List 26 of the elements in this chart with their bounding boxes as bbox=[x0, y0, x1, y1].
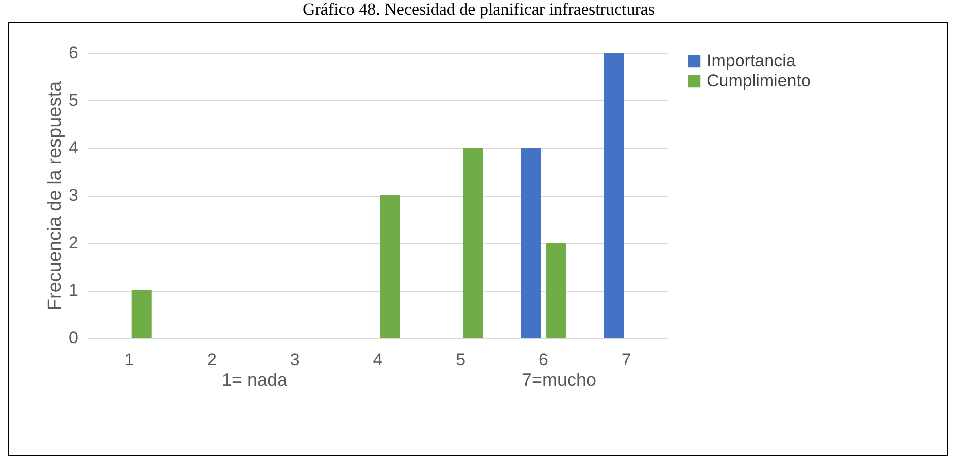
legend-label: Importancia bbox=[707, 52, 796, 70]
x-tick-label: 3 bbox=[290, 350, 300, 370]
bar bbox=[604, 53, 624, 338]
y-axis-title: Frecuencia de la respuesta bbox=[45, 80, 66, 311]
y-tick-label: 4 bbox=[69, 138, 78, 158]
bar bbox=[132, 290, 152, 338]
x-tick-label: 1 bbox=[124, 350, 134, 370]
y-tick-label: 0 bbox=[69, 328, 78, 348]
text: 7=mucho bbox=[522, 370, 597, 391]
y-tick-label: 1 bbox=[69, 281, 78, 300]
x-tick-label: 5 bbox=[456, 350, 466, 370]
x-tick-label: 2 bbox=[208, 350, 218, 370]
bar bbox=[463, 148, 484, 338]
bar bbox=[380, 196, 400, 338]
x-tick-label: 4 bbox=[373, 350, 383, 370]
y-tick-label: 6 bbox=[69, 44, 78, 62]
x-tick-label: 7 bbox=[622, 350, 632, 370]
bar bbox=[546, 243, 566, 338]
chart-title: Gráfico 48. Necesidad de planificar infraestructuras bbox=[302, 0, 656, 20]
y-tick-label: 5 bbox=[69, 91, 78, 110]
text: 1= nada bbox=[222, 370, 288, 391]
y-tick-label: 2 bbox=[69, 234, 78, 252]
y-tick-label: 3 bbox=[69, 186, 78, 205]
bar bbox=[521, 148, 542, 338]
x-tick-label: 6 bbox=[538, 350, 548, 370]
legend-label: Cumplimiento bbox=[707, 72, 811, 90]
